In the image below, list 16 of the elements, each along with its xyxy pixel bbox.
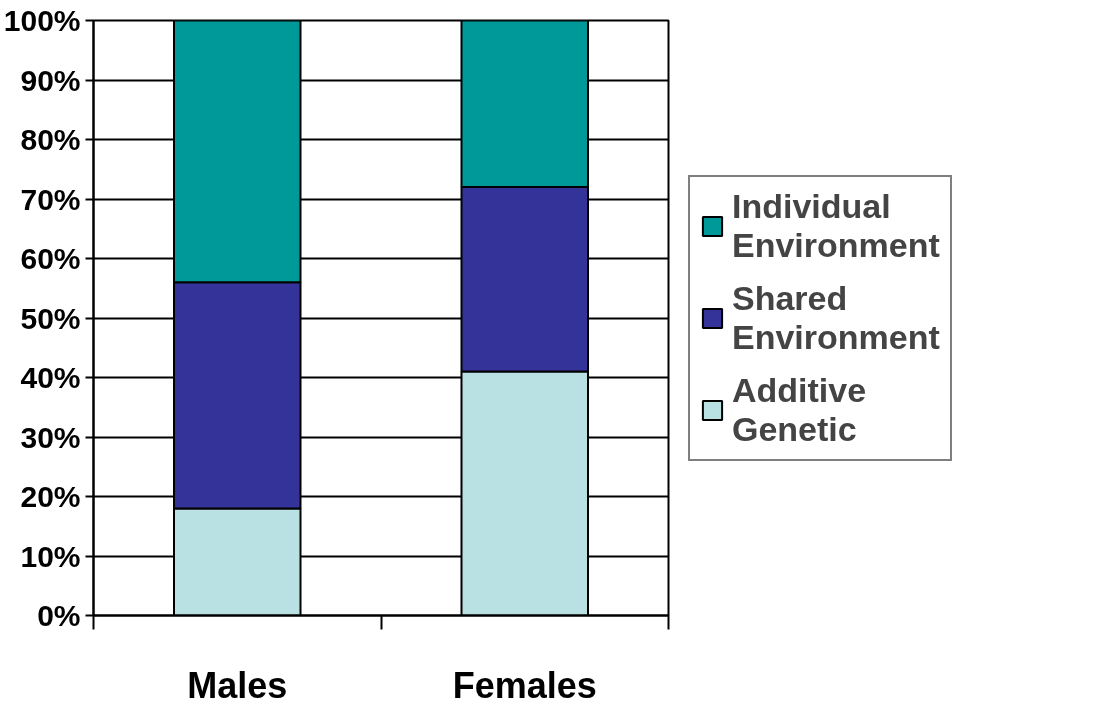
legend-label: Additive Genetic <box>732 370 867 449</box>
y-tick-label: 40% <box>20 361 81 394</box>
y-tick-label: 100% <box>3 4 81 37</box>
y-tick-label: 60% <box>20 242 81 275</box>
legend-label: Individual Environment <box>732 186 940 265</box>
y-tick-label: 20% <box>20 480 81 513</box>
x-tick-label: Males <box>187 664 288 706</box>
y-tick-label: 10% <box>20 539 81 573</box>
y-tick-label: 80% <box>20 123 81 156</box>
x-tick-label: Females <box>452 664 597 706</box>
y-tick-label: 90% <box>20 63 81 97</box>
y-tick-label: 30% <box>20 420 81 454</box>
legend-label: Shared Environment <box>732 278 940 357</box>
y-tick-label: 70% <box>20 182 81 216</box>
y-tick-label: 0% <box>37 599 81 632</box>
y-tick-label: 50% <box>20 301 81 335</box>
